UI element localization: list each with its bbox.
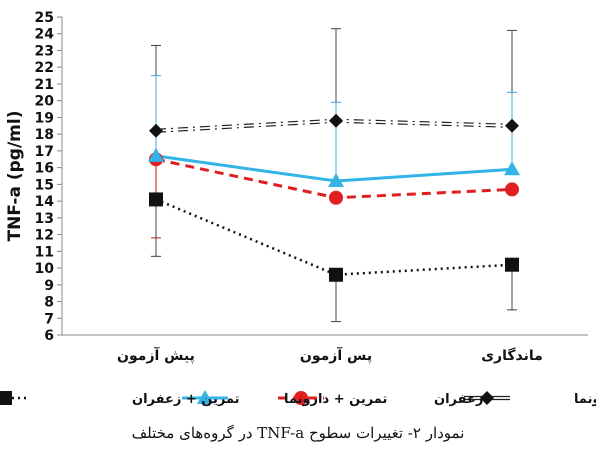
y-axis-label: TNF-a (pg/ml) — [5, 111, 25, 242]
data-point — [329, 190, 343, 205]
x-tick-labels: پیش آزمون پس آزمون ماندگاری — [117, 346, 543, 364]
x-tick-label: ماندگاری — [481, 347, 543, 364]
legend-marker — [0, 391, 12, 405]
y-tick-label: 11 — [35, 244, 54, 260]
legend: دارونما زعفران تمرین + دارونما تمرین + زعفر… — [0, 390, 596, 407]
y-tick-label: 18 — [35, 127, 54, 143]
y-tick-label: 7 — [44, 311, 54, 327]
legend-label: زعفران — [434, 392, 483, 407]
data-point — [149, 123, 163, 138]
y-tick-label: 12 — [35, 228, 54, 244]
y-tick-label: 24 — [35, 27, 55, 43]
error-bars — [151, 28, 517, 323]
y-tick-label: 14 — [35, 194, 55, 210]
series-line — [155, 198, 513, 277]
y-tick-label: 17 — [35, 144, 54, 160]
y-tick-label: 20 — [35, 94, 55, 110]
y-tick-label: 25 — [35, 10, 54, 26]
data-point — [149, 192, 163, 207]
legend-label: تمرین + زعفران — [132, 392, 240, 407]
data-point — [329, 267, 343, 282]
data-point — [148, 147, 164, 162]
y-tick-label: 22 — [35, 60, 54, 76]
x-tick-label: پس آزمون — [300, 346, 372, 364]
y-tick-label: 15 — [35, 177, 54, 193]
legend-marker — [294, 391, 308, 405]
legend-label: تمرین + دارونما — [284, 392, 387, 407]
y-tick-label: 23 — [35, 43, 54, 59]
y-tick-label: 13 — [35, 211, 54, 227]
x-tick-label: پیش آزمون — [117, 346, 195, 364]
figure-caption: نمودار ۲- تغییرات سطوح TNF-a در گروه‌های… — [131, 424, 465, 442]
data-point — [505, 182, 519, 197]
y-tick-label: 21 — [35, 77, 54, 93]
legend-marker — [197, 390, 213, 404]
y-tick-label: 19 — [35, 110, 54, 126]
y-tick-label: 6 — [44, 328, 54, 344]
data-point — [504, 161, 520, 176]
data-point — [328, 173, 344, 188]
data-point — [329, 113, 343, 128]
y-tick-label: 16 — [35, 161, 54, 177]
series-markers — [148, 113, 520, 282]
y-tick-label: 10 — [35, 261, 55, 277]
legend-marker — [480, 391, 494, 405]
axes — [61, 17, 588, 336]
data-point — [505, 118, 519, 133]
y-tick-label: 8 — [44, 295, 54, 311]
y-tick-label: 9 — [44, 278, 54, 294]
data-point — [505, 257, 519, 272]
legend-label: دارونما — [574, 392, 596, 407]
